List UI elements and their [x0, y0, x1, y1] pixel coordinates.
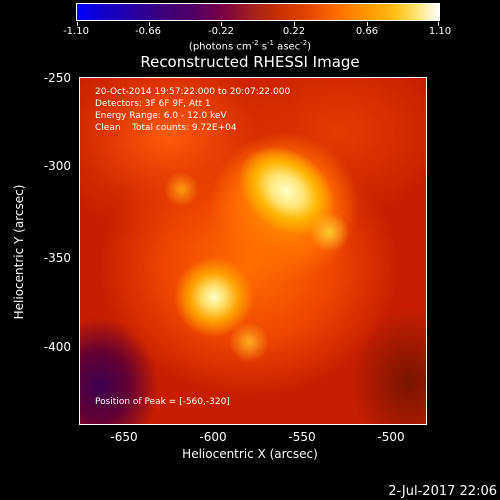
info-energy-range: Energy Range: 6.0 - 12.0 keV: [95, 111, 227, 121]
colorbar-tick: [149, 22, 150, 26]
colorbar-tick-label: -0.66: [135, 26, 161, 37]
colorbar-tick-label: -1.10: [63, 26, 89, 37]
info-time-range: 20-Oct-2014 19:57:22.000 to 20:07:22.000: [95, 87, 291, 97]
timestamp: 2-Jul-2017 22:06: [388, 484, 497, 499]
peak-position: Position of Peak = [-560,-320]: [95, 397, 230, 407]
colorbar-tick: [367, 22, 368, 26]
info-clean-counts: Clean Total counts: 9.72E+04: [95, 123, 237, 133]
y-tick-label: -350: [43, 251, 71, 265]
colorbar-tick-label: 0.22: [282, 26, 306, 37]
x-axis-label: Heliocentric X (arcsec): [182, 447, 318, 461]
colorbar-tick: [77, 22, 78, 26]
x-tick-label: -650: [110, 430, 138, 444]
colorbar-units: (photons cm-2 s-1 asec-2): [188, 39, 312, 53]
x-tick-label: -550: [288, 430, 316, 444]
colorbar-tick-label: 1.10: [428, 26, 452, 37]
colorbar: [76, 3, 440, 26]
colorbar-tick: [221, 22, 222, 26]
info-detectors: Detectors: 3F 6F 9F, Att 1: [95, 99, 211, 109]
y-tick-label: -250: [43, 71, 71, 85]
colorbar-tick: [438, 22, 439, 26]
colorbar-tick-label: -0.22: [208, 26, 234, 37]
rhessi-image-map: [79, 77, 427, 425]
y-axis-label: Heliocentric Y (arcsec): [12, 184, 26, 320]
colorbar-tick-label: 0.66: [355, 26, 379, 37]
plot-title: Reconstructed RHESSI Image: [140, 53, 360, 71]
y-tick-label: -300: [43, 159, 71, 173]
colorbar-tick: [294, 22, 295, 26]
plot-frame: [79, 77, 427, 425]
x-tick-label: -500: [377, 430, 405, 444]
y-tick-label: -400: [43, 340, 71, 354]
x-tick-label: -600: [199, 430, 227, 444]
